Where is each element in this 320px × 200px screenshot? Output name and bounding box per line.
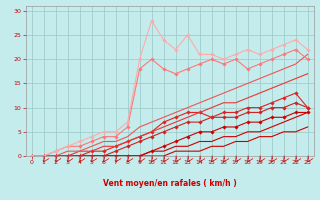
X-axis label: Vent moyen/en rafales ( km/h ): Vent moyen/en rafales ( km/h ) (103, 179, 236, 188)
